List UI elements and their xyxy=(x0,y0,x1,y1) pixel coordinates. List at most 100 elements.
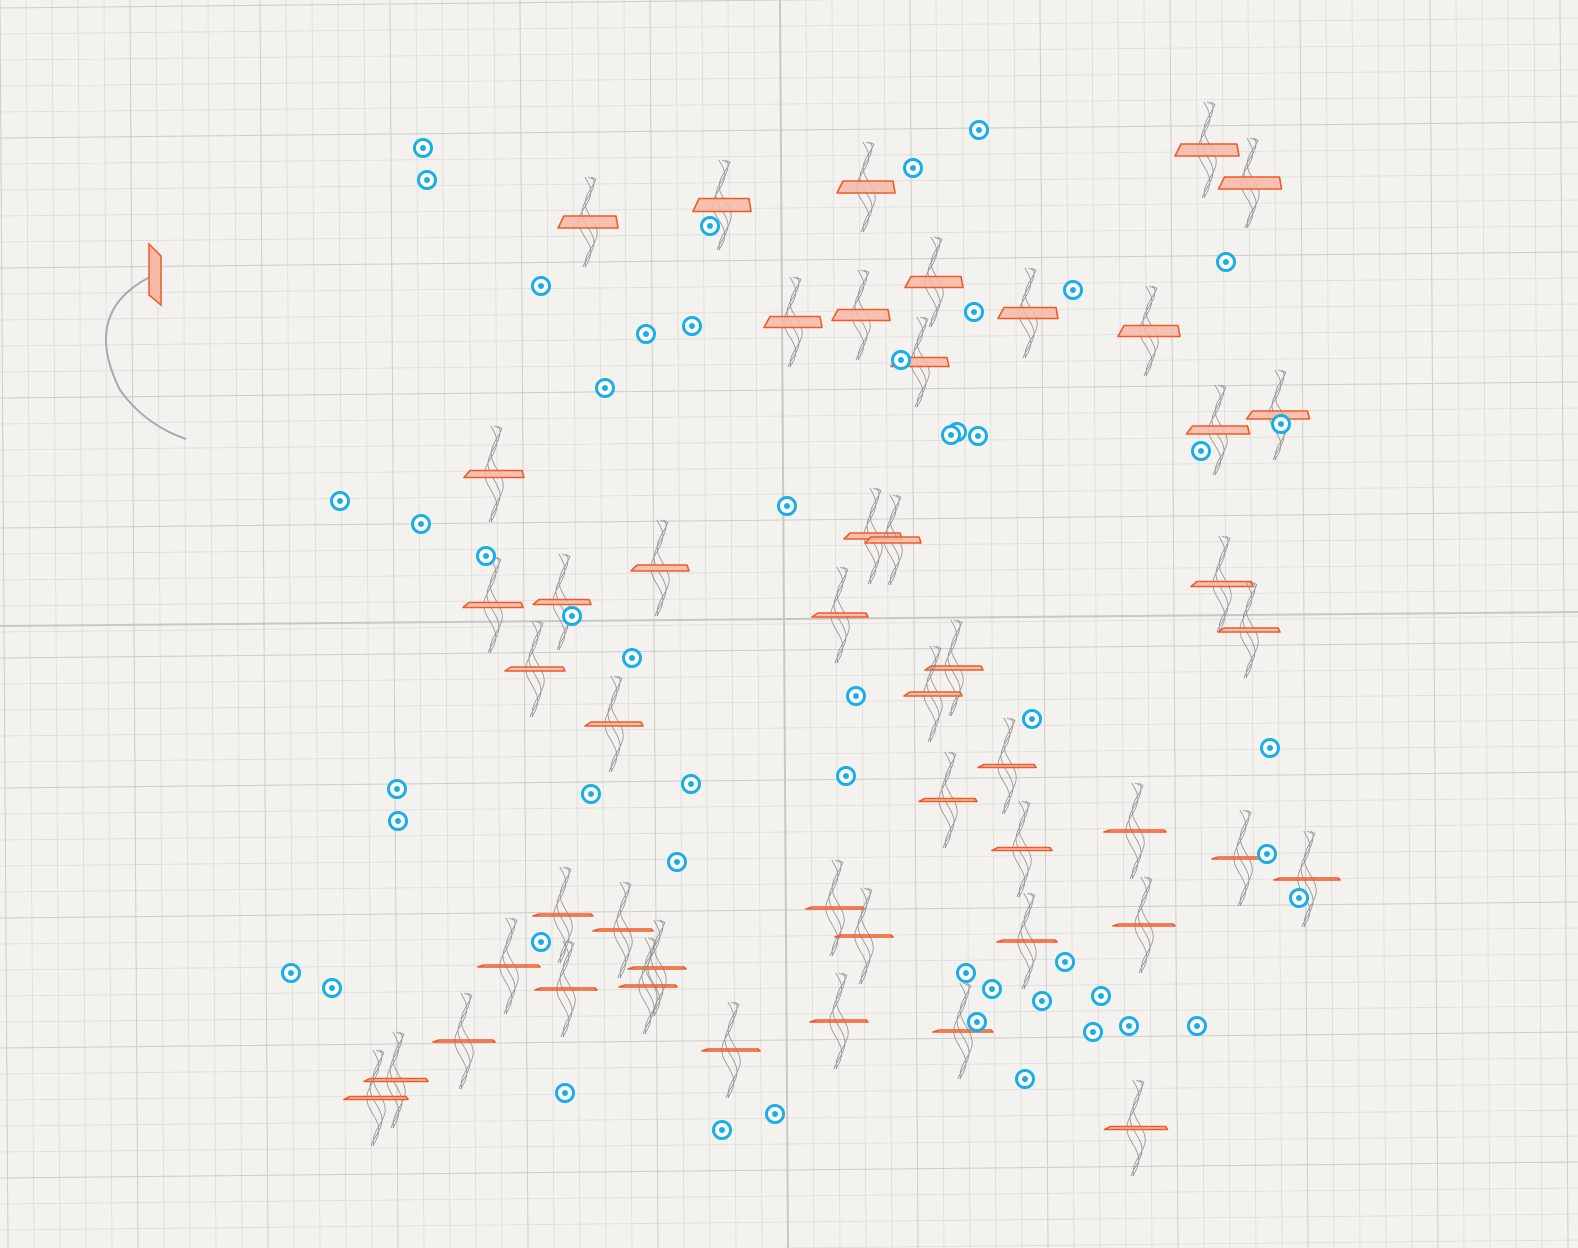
emitter-28[interactable] xyxy=(918,751,978,849)
marker-15[interactable] xyxy=(941,425,961,445)
emitter-9[interactable] xyxy=(997,267,1059,359)
sine-waveform-icon xyxy=(854,887,874,985)
marker-18[interactable] xyxy=(1271,414,1291,434)
marker-4[interactable] xyxy=(700,216,720,236)
emitter-19[interactable] xyxy=(532,553,592,651)
marker-36[interactable] xyxy=(281,963,301,983)
emitter-3[interactable] xyxy=(836,141,896,233)
marker-51[interactable] xyxy=(712,1120,732,1140)
emitter-40[interactable] xyxy=(363,1031,429,1129)
emitter-30[interactable] xyxy=(1103,782,1167,880)
marker-24[interactable] xyxy=(622,648,642,668)
emitter-21[interactable] xyxy=(584,675,644,773)
marker-49[interactable] xyxy=(555,1083,575,1103)
marker-33[interactable] xyxy=(667,852,687,872)
emitter-29[interactable] xyxy=(991,800,1053,898)
emitter-49[interactable] xyxy=(1103,1079,1169,1177)
emitter-18[interactable] xyxy=(462,556,524,654)
emitter-5[interactable] xyxy=(1217,137,1283,229)
marker-19[interactable] xyxy=(330,491,350,511)
emitter-12[interactable] xyxy=(1185,384,1251,476)
emitter-8[interactable] xyxy=(831,269,891,361)
emitter-14[interactable] xyxy=(463,425,525,523)
marker-11[interactable] xyxy=(1063,280,1083,300)
marker-27[interactable] xyxy=(1260,738,1280,758)
marker-31[interactable] xyxy=(681,774,701,794)
emitter-42[interactable] xyxy=(701,1001,761,1099)
emitter-36[interactable] xyxy=(618,937,678,1035)
emitter-37[interactable] xyxy=(477,917,541,1015)
marker-9[interactable] xyxy=(969,120,989,140)
marker-17[interactable] xyxy=(1191,441,1211,461)
marker-2[interactable] xyxy=(417,170,437,190)
marker-8[interactable] xyxy=(903,158,923,178)
emitter-47[interactable] xyxy=(809,972,869,1070)
gizmo-handle[interactable] xyxy=(148,242,162,307)
marker-21[interactable] xyxy=(476,546,496,566)
marker-20[interactable] xyxy=(411,514,431,534)
emitter-22[interactable] xyxy=(811,566,869,664)
emitter-27[interactable] xyxy=(977,717,1037,815)
emitter-34[interactable] xyxy=(592,881,654,979)
marker-1[interactable] xyxy=(413,138,433,158)
marker-26[interactable] xyxy=(1022,709,1042,729)
gizmo-arc[interactable] xyxy=(105,274,187,440)
marker-7[interactable] xyxy=(595,378,615,398)
marker-39[interactable] xyxy=(956,963,976,983)
marker-38[interactable] xyxy=(531,932,551,952)
marker-3[interactable] xyxy=(531,276,551,296)
marker-41[interactable] xyxy=(1055,952,1075,972)
emitter-23[interactable] xyxy=(924,619,984,717)
emitter-4[interactable] xyxy=(1174,101,1240,199)
marker-12[interactable] xyxy=(964,302,984,322)
emitter-35[interactable] xyxy=(627,919,687,1017)
marker-25[interactable] xyxy=(846,686,866,706)
emitter-45[interactable] xyxy=(996,892,1058,990)
rotation-gizmo[interactable] xyxy=(105,242,187,440)
marker-34[interactable] xyxy=(1257,844,1277,864)
marker-48[interactable] xyxy=(1015,1069,1035,1089)
marker-37[interactable] xyxy=(322,978,342,998)
marker-44[interactable] xyxy=(967,1012,987,1032)
emitter-24[interactable] xyxy=(903,645,963,743)
marker-23[interactable] xyxy=(562,606,582,626)
marker-22[interactable] xyxy=(777,496,797,516)
marker-28[interactable] xyxy=(387,779,407,799)
emitter-44[interactable] xyxy=(834,887,894,985)
marker-6[interactable] xyxy=(682,316,702,336)
marker-35[interactable] xyxy=(1289,888,1309,908)
marker-42[interactable] xyxy=(1032,991,1052,1011)
emitter-17[interactable] xyxy=(864,494,922,586)
marker-47[interactable] xyxy=(1187,1016,1207,1036)
emitter-41[interactable] xyxy=(343,1049,409,1147)
marker-16[interactable] xyxy=(968,426,988,446)
emitter-46[interactable] xyxy=(1112,876,1176,974)
emitter-38[interactable] xyxy=(534,940,598,1038)
marker-5[interactable] xyxy=(636,324,656,344)
marker-30[interactable] xyxy=(581,784,601,804)
marker-13[interactable] xyxy=(891,350,911,370)
marker-45[interactable] xyxy=(1083,1022,1103,1042)
marker-29[interactable] xyxy=(388,811,408,831)
emitter-39[interactable] xyxy=(432,992,496,1090)
emitter-2[interactable] xyxy=(692,159,752,251)
emitter-1[interactable] xyxy=(557,176,619,268)
emitter-7[interactable] xyxy=(763,276,823,368)
marker-40[interactable] xyxy=(982,979,1002,999)
marker-43[interactable] xyxy=(1091,986,1111,1006)
emitter-20[interactable] xyxy=(504,620,566,718)
emitter-26[interactable] xyxy=(1217,581,1281,679)
marker-10[interactable] xyxy=(1216,252,1236,272)
emitter-15[interactable] xyxy=(630,519,690,617)
emitter-25[interactable] xyxy=(1190,535,1254,633)
marker-46[interactable] xyxy=(1119,1016,1139,1036)
marker-32[interactable] xyxy=(836,766,856,786)
emitter-43[interactable] xyxy=(805,859,865,957)
emitter-10[interactable] xyxy=(1117,285,1181,377)
emitter-16[interactable] xyxy=(843,487,903,585)
marker-50[interactable] xyxy=(765,1104,785,1124)
emitter-32[interactable] xyxy=(1273,830,1341,928)
emitter-6[interactable] xyxy=(904,236,964,328)
